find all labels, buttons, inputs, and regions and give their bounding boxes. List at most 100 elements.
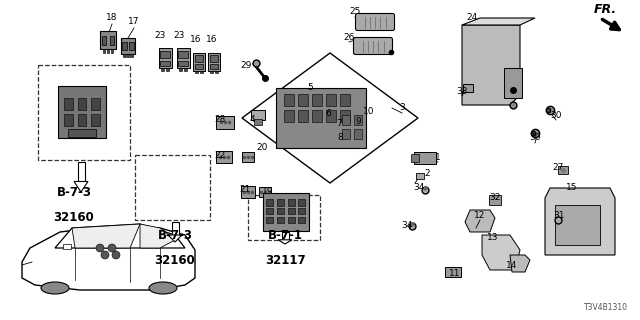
Bar [342,115,350,125]
Text: 32117: 32117 [265,254,305,267]
Circle shape [101,251,109,259]
Text: 16: 16 [190,35,202,44]
Bar [277,208,284,214]
Bar [326,94,336,106]
Text: 22: 22 [214,150,226,159]
Bar [266,217,273,223]
Bar [277,199,284,205]
Text: 30: 30 [550,110,562,119]
Polygon shape [55,224,185,248]
Polygon shape [462,18,535,25]
Bar [276,88,366,148]
Bar [195,64,204,69]
Text: 16: 16 [206,35,218,44]
Text: 28: 28 [214,116,226,124]
Circle shape [96,244,104,252]
Bar [340,110,350,122]
Bar [179,60,188,66]
Text: 26: 26 [343,33,355,42]
Bar [298,199,305,205]
Ellipse shape [149,282,177,294]
Bar [210,64,218,69]
Bar [195,70,198,73]
Bar [200,70,203,73]
Text: 20: 20 [256,143,268,153]
Bar [504,68,522,98]
Circle shape [112,251,120,259]
Bar [298,208,305,214]
Bar [216,151,232,163]
Bar [251,110,265,120]
Polygon shape [140,224,175,248]
Bar [210,55,218,61]
Text: 3: 3 [399,103,405,113]
Ellipse shape [41,282,69,294]
Bar [63,244,71,249]
Text: 21: 21 [239,186,251,195]
Text: 29: 29 [240,60,252,69]
Polygon shape [482,235,520,270]
Bar [445,267,461,277]
Text: 31: 31 [553,212,564,220]
Bar [555,205,600,245]
Polygon shape [465,210,495,232]
Text: T3V4B1310: T3V4B1310 [584,303,628,312]
Text: 17: 17 [128,18,140,27]
Bar [298,110,308,122]
Text: 14: 14 [506,260,518,269]
Bar [131,54,132,57]
Bar [111,49,113,52]
Bar [287,217,294,223]
Bar [64,99,73,110]
Bar [298,217,305,223]
Bar [287,199,294,205]
Polygon shape [278,240,292,244]
Text: 2: 2 [424,169,430,178]
Bar [91,114,100,125]
Bar [354,115,362,125]
Bar [259,187,271,197]
Bar [127,54,129,57]
Text: 19: 19 [262,188,274,196]
Bar [277,217,284,223]
Bar [414,152,436,164]
Bar [263,193,309,231]
Text: 12: 12 [474,211,486,220]
Bar [103,49,105,52]
Bar [266,208,273,214]
Text: 8: 8 [337,133,343,142]
Bar [122,42,127,50]
Bar [215,70,218,73]
Bar [184,68,187,70]
Bar [135,155,210,220]
Bar [242,152,254,162]
Text: B-7-3: B-7-3 [157,229,193,242]
Text: 34: 34 [401,220,413,229]
Polygon shape [74,181,88,192]
Bar [195,55,204,61]
Bar [266,199,273,205]
Bar [124,54,125,57]
Bar [91,99,100,110]
Bar [558,166,568,174]
Bar [77,162,84,181]
Polygon shape [22,226,195,290]
Bar [416,173,424,179]
Bar [179,51,188,58]
FancyBboxPatch shape [355,13,394,30]
Bar [100,31,116,49]
Text: 33: 33 [456,86,468,95]
Text: 4: 4 [249,116,255,124]
Bar [107,49,109,52]
Text: 24: 24 [467,13,477,22]
Bar [342,129,350,139]
Bar [172,222,179,235]
Text: 25: 25 [349,7,361,17]
Text: 10: 10 [364,108,375,116]
Text: 27: 27 [552,164,564,172]
Bar [58,86,106,138]
Bar [489,195,501,205]
Bar [211,70,212,73]
Bar [284,110,294,122]
Bar [312,110,322,122]
